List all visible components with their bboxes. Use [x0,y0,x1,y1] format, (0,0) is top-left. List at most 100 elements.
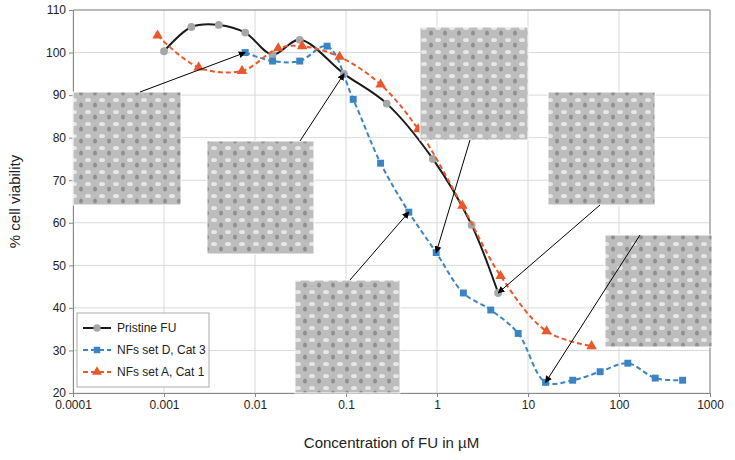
insets [73,27,712,393]
tick-label: 0.1 [338,398,355,412]
point [652,375,659,382]
point [324,43,331,50]
tick: 30 [53,344,73,358]
tick: 90 [53,88,73,102]
point [241,29,249,37]
tick: 110 [47,3,73,17]
point [237,65,248,74]
tick: 0.1 [338,393,355,412]
tick-label: 10 [522,398,536,412]
tick-mark [164,393,165,397]
y-axis-title: % cell viability [6,154,23,248]
tick: 60 [53,216,73,230]
frame [73,10,710,11]
arrow [546,235,640,382]
tick-mark [69,223,73,224]
tick-label: 20 [53,386,67,400]
tick-label: 90 [53,88,67,102]
point [624,360,631,367]
micrograph [548,92,655,205]
micrograph [73,92,181,205]
tick: 50 [53,259,73,273]
tick: 0.001 [149,393,179,412]
tick: 40 [53,301,73,315]
tick-label: 60 [53,216,67,230]
micrograph [295,280,400,393]
x-axis: 0.00010.0010.010.11101001000 [55,393,724,412]
tick-mark [69,10,73,11]
tick-mark [69,393,73,394]
tick-mark [437,393,438,397]
point [296,58,303,65]
tick: 100 [609,393,629,412]
tick: 1000 [697,393,724,412]
legend: Pristine FUNFs set D, Cat 3NFs set A, Ca… [77,313,209,387]
arrow [436,140,470,253]
tick-mark [528,393,529,397]
axis-line [74,394,711,398]
point [334,51,345,60]
point [460,290,467,297]
tick-label: 110 [47,3,66,17]
tick-label: 1000 [697,398,724,412]
point [457,200,468,209]
point [569,377,576,384]
legend-marker [93,324,100,331]
y-axis: 20 30 40 50 60 70 80 90 100 110 [46,3,74,400]
arrow [350,212,409,280]
point [541,325,552,334]
tick-mark [255,393,256,397]
tick-mark [69,265,73,266]
tick-label: 0.001 [149,398,179,412]
chart: 0.00010.0010.010.11101001000203040506070… [0,0,735,460]
tick-mark [69,180,73,181]
tick-label: 40 [53,301,67,315]
tick: 80 [53,131,73,145]
tick-mark [69,308,73,309]
point [586,340,597,349]
tick: 1 [434,393,441,412]
tick: 100 [46,46,73,60]
micrograph [207,141,314,254]
tick-label: 100 [46,46,66,60]
tick-label: 80 [53,131,67,145]
tick-mark [710,393,711,397]
tick-mark [69,138,73,139]
point [160,47,168,55]
point [350,96,357,103]
legend-marker [94,347,100,353]
point [269,58,276,65]
arrow [140,53,245,92]
point [152,29,163,38]
point [375,78,386,87]
tick-label: 70 [53,174,67,188]
point [187,23,195,31]
plot: 0.00010.0010.010.11101001000203040506070… [46,3,724,411]
point [215,21,223,29]
tick: 70 [53,174,73,188]
point [495,270,506,279]
arrow [498,205,600,293]
x-axis-title: Concentration of FU in µM [304,434,479,451]
tick-mark [346,393,347,397]
tick-mark [69,53,73,54]
micrograph [420,27,528,140]
tick-mark [69,95,73,96]
point [383,100,391,108]
tick-label: 0.01 [244,398,268,412]
point [377,160,384,167]
grid-line-y [73,222,710,223]
tick: 20 [53,386,73,400]
legend-box [77,313,209,387]
micrograph [605,235,712,347]
point [597,368,604,375]
point [487,307,494,314]
tick-mark [619,393,620,397]
tick-label: 30 [53,344,67,358]
point [515,330,522,337]
tick-mark [69,350,73,351]
tick: 10 [522,393,536,412]
grid-line-y [73,10,710,11]
tick-label: 50 [53,259,67,273]
legend-label: Pristine FU [117,321,176,335]
